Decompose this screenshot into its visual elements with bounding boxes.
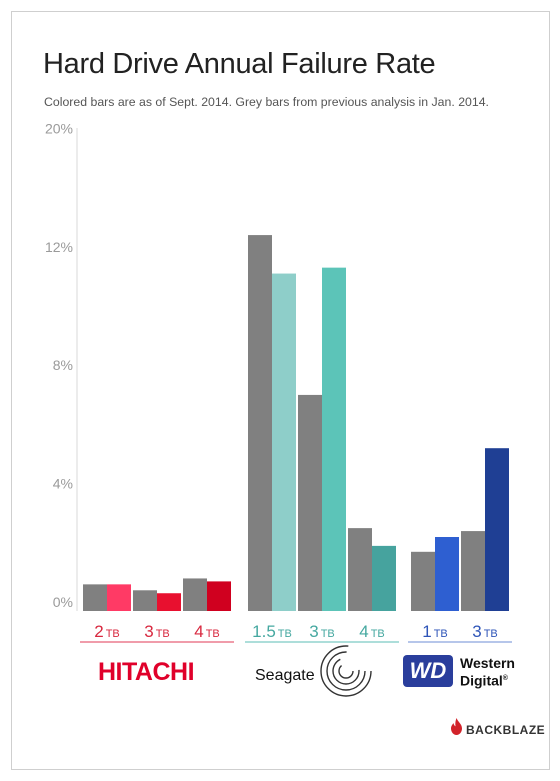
bar-jan-2014 — [183, 578, 207, 611]
bar-jan-2014 — [248, 235, 272, 611]
bar-jan-2014 — [133, 590, 157, 611]
drive-size-unit: TB — [156, 628, 170, 640]
chart-title: Hard Drive Annual Failure Rate — [43, 48, 436, 80]
seagate-swirl-icon — [320, 645, 372, 697]
x-tick-label: 4 TB — [194, 622, 220, 641]
drive-size-unit: TB — [321, 628, 335, 640]
seagate-logo: Seagate — [255, 667, 315, 684]
wd-logo-registered: ® — [502, 675, 508, 682]
drive-size-unit: TB — [371, 628, 385, 640]
y-tick-label: 12% — [45, 239, 73, 255]
wd-logo-line2-text: Digital — [460, 672, 503, 689]
drive-size: 4 — [194, 622, 203, 641]
y-tick-label: 8% — [53, 357, 73, 373]
x-tick-label: 4 TB — [359, 622, 385, 641]
bar-sept-2014 — [207, 581, 231, 611]
bar-sept-2014 — [435, 537, 459, 611]
y-tick-label: 20% — [45, 120, 73, 136]
drive-size: 1.5 — [252, 622, 276, 641]
y-tick-label: 0% — [53, 594, 73, 610]
backblaze-flame-icon — [451, 718, 462, 735]
bar-sept-2014 — [157, 593, 181, 611]
hitachi-logo: HITACHI — [98, 658, 195, 686]
backblaze-logo: BACKBLAZE — [466, 723, 546, 737]
drive-size: 4 — [359, 622, 368, 641]
bar-jan-2014 — [411, 551, 435, 611]
bar-jan-2014 — [348, 528, 372, 611]
bar-sept-2014 — [272, 273, 296, 611]
x-tick-label: 1 TB — [422, 622, 448, 641]
drive-size-unit: TB — [278, 628, 292, 640]
y-tick-label: 4% — [53, 476, 73, 492]
drive-size-unit: TB — [434, 628, 448, 640]
bar-sept-2014 — [485, 448, 509, 611]
x-tick-label: 3 TB — [472, 622, 498, 641]
bar-sept-2014 — [322, 267, 346, 611]
drive-size-unit: TB — [484, 628, 498, 640]
drive-size: 3 — [309, 622, 318, 641]
wd-logo-badge: WD — [403, 655, 453, 687]
drive-size: 3 — [472, 622, 481, 641]
chart-subtitle: Colored bars are as of Sept. 2014. Grey … — [44, 95, 489, 109]
bar-jan-2014 — [461, 531, 485, 611]
wd-logo-text: Western Digital® — [460, 656, 515, 689]
bar-jan-2014 — [298, 394, 322, 611]
x-tick-label: 2 TB — [94, 622, 120, 641]
bar-sept-2014 — [372, 545, 396, 611]
drive-size-unit: TB — [206, 628, 220, 640]
wd-logo-line2: Digital® — [460, 671, 515, 689]
drive-size-unit: TB — [106, 628, 120, 640]
bar-jan-2014 — [83, 584, 107, 611]
x-tick-label: 3 TB — [144, 622, 170, 641]
x-tick-label: 3 TB — [309, 622, 335, 641]
wd-logo-line1: Western — [460, 655, 515, 671]
drive-size: 1 — [422, 622, 431, 641]
x-tick-label: 1.5 TB — [252, 622, 292, 641]
drive-size: 3 — [144, 622, 153, 641]
drive-size: 2 — [94, 622, 103, 641]
bar-sept-2014 — [107, 584, 131, 611]
